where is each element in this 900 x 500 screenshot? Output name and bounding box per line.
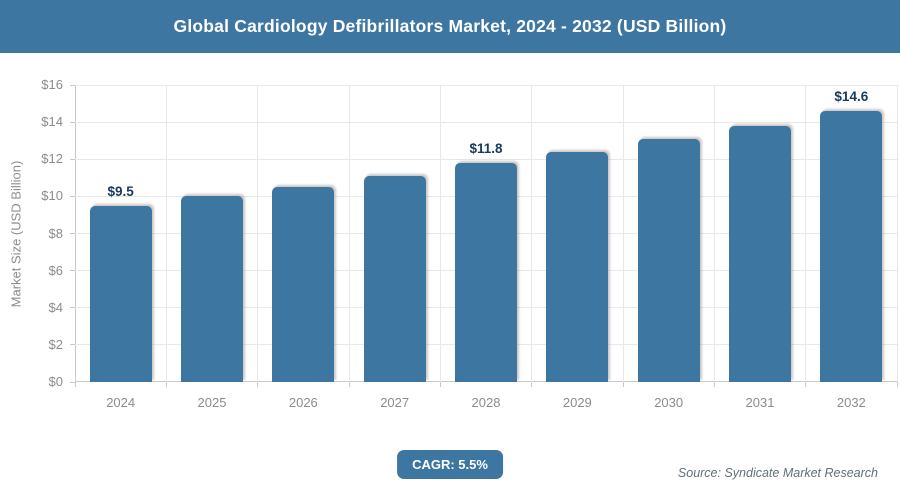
y-axis-tick	[70, 84, 75, 86]
x-axis-tick-label: 2032	[836, 395, 866, 410]
y-gridline	[75, 121, 897, 123]
source-note: Source: Syndicate Market Research	[677, 466, 878, 480]
bar-2026[interactable]	[272, 187, 334, 382]
y-axis-tick-label: $4	[48, 299, 63, 315]
y-axis-tick	[70, 307, 75, 309]
bar-2024[interactable]	[90, 206, 152, 382]
x-axis-tick-label: 2025	[197, 395, 227, 410]
x-axis-tick	[74, 382, 76, 387]
x-axis-tick	[439, 382, 441, 387]
y-gridline	[75, 84, 897, 86]
bar-2025[interactable]	[181, 196, 243, 382]
x-axis-tick	[348, 382, 350, 387]
y-axis-tick-label: $10	[41, 188, 63, 204]
y-axis-tick	[70, 195, 75, 197]
x-gridline	[622, 85, 624, 382]
x-gridline	[896, 85, 898, 382]
x-axis-tick	[805, 382, 807, 387]
cagr-badge: CAGR: 5.5%	[397, 450, 503, 479]
x-axis-tick-label: 2030	[654, 395, 684, 410]
x-axis-tick	[165, 382, 167, 387]
x-axis-tick	[257, 382, 259, 387]
y-axis-tick-label: $16	[41, 77, 63, 92]
x-axis-tick-label: 2029	[562, 395, 592, 410]
bar-2029[interactable]	[546, 152, 608, 382]
x-axis-tick	[713, 382, 715, 387]
x-axis-tick-label: 2024	[106, 395, 136, 410]
x-gridline	[439, 85, 441, 382]
x-gridline	[348, 85, 350, 382]
y-axis-tick-label: $14	[41, 114, 63, 130]
bar-value-label: $9.5	[107, 184, 134, 199]
bar-chart: Market Size (USD Billion) $0 $2 $4 $6 $8 $10 $…	[0, 53, 900, 500]
x-gridline	[165, 85, 167, 382]
y-axis-tick-label: $6	[48, 262, 63, 278]
y-axis-tick	[70, 158, 75, 160]
page-title: Global Cardiology Defibrillators Market,…	[173, 16, 727, 36]
y-axis-tick	[70, 270, 75, 272]
chart-title-bar: Global Cardiology Defibrillators Market,…	[0, 0, 900, 53]
x-gridline	[531, 85, 533, 382]
y-axis-tick-label: $12	[41, 151, 63, 167]
x-gridline	[805, 85, 807, 382]
x-axis-tick-label: 2028	[471, 395, 501, 410]
x-axis-tick	[896, 382, 898, 387]
y-axis-tick	[70, 121, 75, 123]
x-axis-tick-label: 2027	[380, 395, 410, 410]
x-axis-tick	[622, 382, 624, 387]
y-axis-tick-label: $0	[48, 374, 63, 389]
y-gridline	[75, 158, 897, 160]
x-axis-tick	[531, 382, 533, 387]
y-axis-tick	[70, 344, 75, 346]
y-axis-tick	[70, 233, 75, 234]
x-axis-tick-label: 2026	[288, 395, 318, 410]
y-axis-tick-label: $8	[48, 225, 63, 241]
x-axis-tick-label: 2031	[745, 395, 775, 410]
bar-2030[interactable]	[638, 139, 700, 382]
bar-value-label: $14.6	[834, 89, 869, 104]
y-axis-tick-label: $2	[48, 336, 63, 352]
x-gridline	[713, 85, 715, 382]
y-axis-tick	[70, 381, 75, 383]
x-gridline	[257, 85, 259, 382]
bar-2028[interactable]	[455, 163, 517, 382]
bar-2027[interactable]	[364, 176, 426, 382]
bar-2031[interactable]	[729, 126, 791, 382]
bar-2032[interactable]	[820, 111, 882, 382]
bar-value-label: $11.8	[469, 141, 503, 156]
